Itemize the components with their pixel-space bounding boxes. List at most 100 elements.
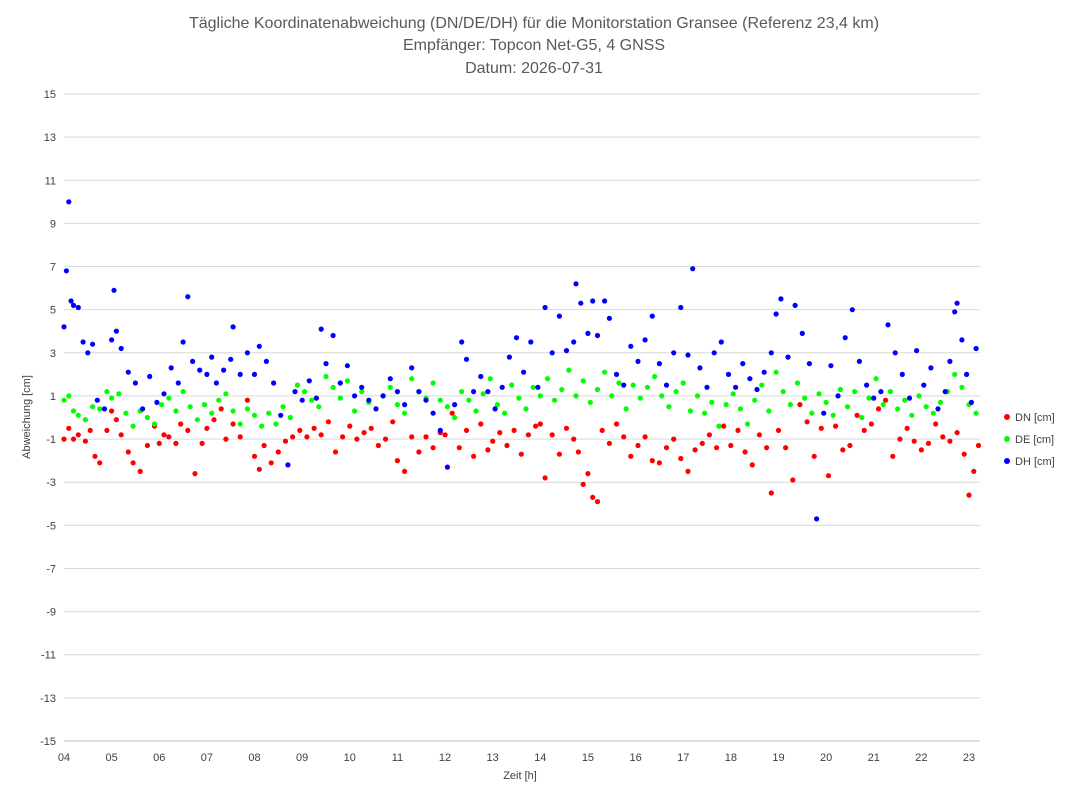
data-point	[116, 391, 122, 397]
data-point	[580, 481, 586, 487]
data-point	[804, 419, 810, 425]
data-point	[63, 268, 69, 274]
data-point	[125, 369, 131, 375]
data-point	[87, 427, 93, 433]
data-point	[316, 404, 322, 410]
data-point	[178, 421, 184, 427]
data-point	[835, 393, 841, 399]
data-point	[933, 421, 939, 427]
data-point	[780, 389, 786, 395]
data-point	[101, 406, 108, 412]
data-point	[635, 442, 641, 449]
data-point	[844, 404, 851, 410]
y-tick-label: 5	[50, 305, 56, 317]
data-point	[742, 449, 748, 455]
data-point	[66, 393, 72, 399]
data-point	[306, 378, 312, 384]
data-point	[942, 389, 948, 395]
data-point	[256, 466, 262, 472]
data-point	[642, 434, 648, 440]
data-point	[709, 399, 715, 405]
data-point	[837, 386, 844, 393]
data-point	[621, 434, 627, 440]
data-point	[885, 322, 891, 328]
data-point	[830, 412, 836, 418]
data-point	[652, 373, 658, 380]
data-point	[606, 440, 613, 446]
data-point	[185, 294, 191, 300]
data-point	[478, 373, 484, 380]
data-point	[694, 393, 701, 399]
data-point	[290, 434, 296, 440]
data-point	[854, 412, 860, 418]
data-point	[690, 266, 696, 272]
data-point	[937, 399, 944, 405]
data-point	[559, 386, 565, 393]
data-point	[580, 378, 586, 384]
data-point	[971, 468, 977, 474]
data-point	[718, 339, 724, 345]
legend: DN [cm] DE [cm] DH [cm]	[1004, 412, 1055, 468]
data-point	[594, 499, 601, 505]
data-point	[697, 365, 703, 371]
data-point	[416, 389, 422, 395]
data-point	[423, 434, 429, 440]
data-point	[521, 369, 527, 375]
data-point	[525, 432, 532, 438]
data-point	[485, 447, 491, 453]
data-point	[75, 412, 81, 418]
data-point	[613, 421, 620, 427]
data-point	[968, 399, 975, 405]
data-point	[502, 410, 508, 416]
data-point	[113, 417, 119, 423]
x-tick-label: 21	[868, 752, 880, 764]
data-point	[840, 447, 846, 453]
data-point	[630, 382, 636, 388]
data-point	[587, 399, 593, 405]
data-point	[925, 440, 932, 446]
x-axis-ticks: 04 05 06 07 08 09 10 11 12 13 14 15 16 17 18 19 20 21 22 23	[58, 752, 975, 764]
data-point	[578, 300, 584, 306]
y-tick-label: -5	[46, 520, 56, 532]
data-point	[756, 432, 763, 438]
data-point	[847, 442, 853, 449]
data-point	[816, 391, 822, 397]
data-point	[332, 449, 339, 455]
data-point	[721, 423, 727, 429]
data-point	[347, 423, 353, 429]
x-tick-label: 17	[677, 752, 689, 764]
data-point	[533, 423, 539, 429]
data-point	[463, 356, 470, 362]
data-point	[423, 397, 429, 403]
data-point	[671, 350, 677, 356]
data-point	[449, 410, 455, 416]
data-point	[311, 425, 317, 431]
data-point	[959, 337, 965, 343]
data-point	[875, 406, 882, 412]
data-point	[511, 427, 517, 433]
data-point	[952, 309, 958, 315]
data-point	[537, 421, 543, 427]
data-point	[223, 436, 229, 442]
data-point	[287, 414, 293, 421]
data-point	[744, 421, 751, 427]
data-point	[947, 358, 953, 364]
data-point	[251, 453, 258, 459]
data-point	[190, 358, 196, 364]
data-point	[714, 445, 720, 451]
data-point	[97, 406, 103, 412]
data-point	[402, 410, 408, 416]
data-point	[61, 436, 67, 442]
data-point	[130, 423, 136, 429]
data-point	[735, 427, 741, 433]
data-point	[109, 395, 115, 401]
data-point	[211, 417, 217, 423]
data-point	[678, 304, 684, 311]
data-point	[166, 395, 172, 401]
data-point	[754, 386, 760, 393]
data-point	[506, 354, 512, 360]
data-point	[221, 367, 227, 373]
data-point	[218, 406, 224, 412]
data-point	[849, 307, 855, 313]
data-point	[216, 397, 222, 403]
